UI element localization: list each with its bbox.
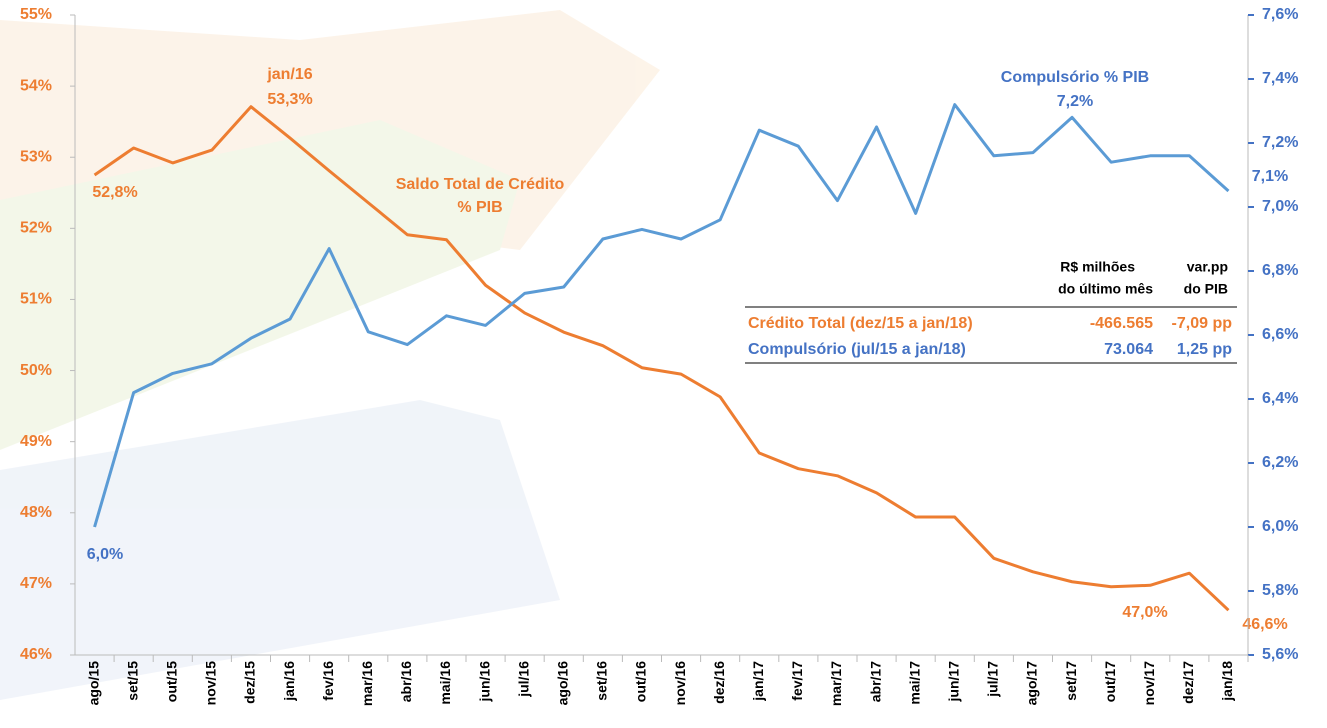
y2-tick-label: 7,4%: [1262, 70, 1298, 87]
annotation: Saldo Total de Crédito: [396, 176, 565, 193]
summary-table: R$ milhões do último mês var.pp do PIB C…: [745, 259, 1237, 363]
y-tick-label: 51%: [20, 291, 52, 308]
y-tick-label: 54%: [20, 77, 52, 94]
x-tick-label: mai/16: [437, 661, 453, 705]
x-tick-label: mar/17: [828, 661, 844, 706]
background-arrows: [0, 10, 660, 700]
x-tick-label: nov/15: [203, 661, 219, 706]
table-cell: Compulsório (jul/15 a jan/18): [748, 341, 966, 358]
y-tick-label: 48%: [20, 504, 52, 521]
annotation: 52,8%: [92, 184, 137, 201]
x-tick-label: jul/16: [515, 661, 531, 698]
y-tick-label: 46%: [20, 646, 52, 663]
table-header: R$ milhões: [1060, 259, 1135, 275]
x-tick-label: set/15: [124, 661, 140, 701]
x-tick-label: jan/16: [281, 661, 297, 702]
table-header: var.pp: [1187, 259, 1228, 275]
annotation: 7,1%: [1252, 168, 1288, 185]
y2-tick-label: 5,8%: [1262, 582, 1298, 599]
x-tick-label: out/17: [1102, 661, 1118, 702]
chart: jan/16 53,3% 52,8% Saldo Total de Crédit…: [0, 0, 1327, 728]
table-cell: -466.565: [1090, 315, 1153, 332]
table-header: do último mês: [1058, 281, 1153, 297]
x-tick-label: out/15: [163, 661, 179, 702]
annotation: % PIB: [457, 199, 502, 216]
x-tick-label: fev/16: [320, 661, 336, 701]
x-tick-label: out/16: [633, 661, 649, 702]
x-tick-label: abr/17: [867, 661, 883, 702]
x-tick-label: mai/17: [906, 661, 922, 705]
annotation: Compulsório % PIB: [1001, 69, 1149, 86]
x-tick-label: fev/17: [789, 661, 805, 701]
y-tick-label: 53%: [20, 148, 52, 165]
y-tick-label: 47%: [20, 575, 52, 592]
annotation: 6,0%: [87, 546, 123, 563]
x-tick-label: dez/15: [242, 661, 258, 704]
y-tick-label: 55%: [20, 6, 52, 23]
y2-tick-label: 5,6%: [1262, 646, 1298, 663]
x-tick-label: dez/17: [1180, 661, 1196, 704]
y2-tick-label: 7,0%: [1262, 198, 1298, 215]
annotation: jan/16: [266, 66, 312, 83]
annotation: 47,0%: [1122, 604, 1167, 621]
x-tick-label: abr/16: [398, 661, 414, 702]
table-cell: 73.064: [1104, 341, 1153, 358]
y2-tick-label: 6,0%: [1262, 518, 1298, 535]
annotation: 7,2%: [1057, 93, 1093, 110]
y-tick-label: 49%: [20, 433, 52, 450]
y2-tick-label: 7,6%: [1262, 6, 1298, 23]
x-tick-label: nov/16: [672, 661, 688, 706]
y2-tick-label: 6,4%: [1262, 390, 1298, 407]
x-tick-label: jun/16: [476, 661, 492, 703]
table-cell: 1,25 pp: [1177, 341, 1232, 358]
x-tick-label: jul/17: [985, 661, 1001, 698]
x-tick-label: ago/17: [1024, 661, 1040, 706]
table-cell: -7,09 pp: [1172, 315, 1233, 332]
x-tick-label: jun/17: [945, 661, 961, 703]
x-tick-label: jan/17: [750, 661, 766, 702]
y2-tick-label: 6,6%: [1262, 326, 1298, 343]
y-tick-label: 52%: [20, 220, 52, 237]
annotation: 53,3%: [267, 91, 312, 108]
x-tick-label: set/16: [594, 661, 610, 701]
x-tick-label: set/17: [1063, 661, 1079, 701]
x-tick-label: dez/16: [711, 661, 727, 704]
y2-tick-label: 6,8%: [1262, 262, 1298, 279]
x-tick-label: ago/16: [554, 661, 570, 706]
y2-tick-label: 7,2%: [1262, 134, 1298, 151]
x-tick-label: jan/18: [1219, 661, 1235, 702]
y2-tick-label: 6,2%: [1262, 454, 1298, 471]
table-cell: Crédito Total (dez/15 a jan/18): [748, 315, 973, 332]
x-tick-label: nov/17: [1141, 661, 1157, 706]
annotation: 46,6%: [1242, 616, 1287, 633]
table-header: do PIB: [1184, 281, 1228, 297]
x-tick-label: ago/15: [85, 661, 101, 706]
y-tick-label: 50%: [20, 362, 52, 379]
x-tick-label: mar/16: [359, 661, 375, 706]
